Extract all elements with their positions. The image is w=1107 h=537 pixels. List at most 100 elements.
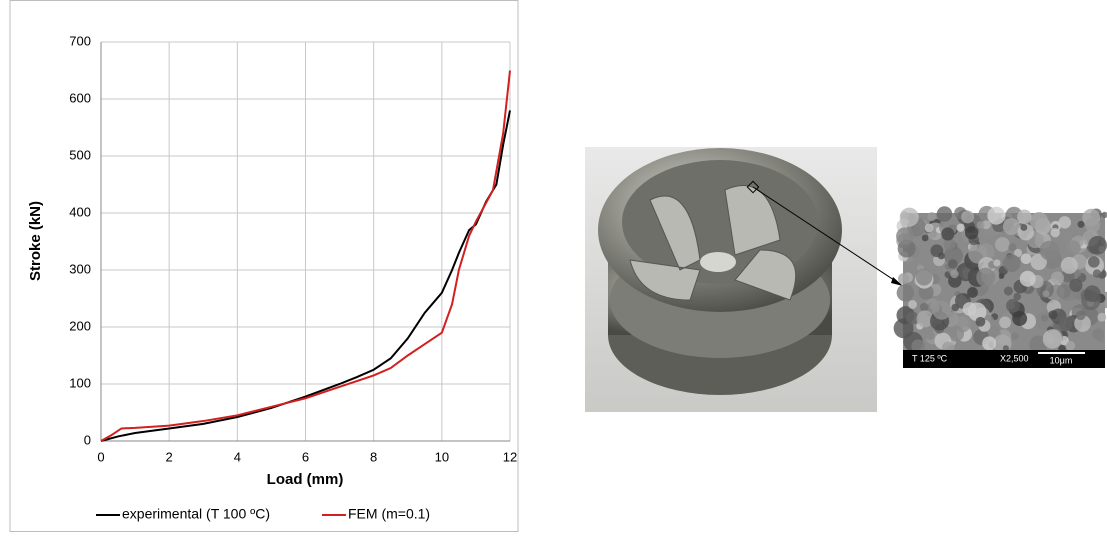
grain [1073, 269, 1082, 278]
grain [947, 259, 958, 269]
grain [1042, 329, 1063, 349]
grain [1030, 253, 1047, 271]
x-tick-label: 0 [97, 449, 104, 464]
grain [976, 220, 985, 229]
grain [1017, 209, 1032, 225]
grain [943, 246, 963, 266]
micrograph-mag: X2,500 [1000, 353, 1029, 363]
x-tick-label: 6 [302, 449, 309, 464]
marker [746, 180, 760, 194]
grain [948, 325, 965, 342]
grain [1101, 211, 1107, 219]
grain [1058, 316, 1073, 331]
grain [925, 330, 935, 341]
grain [1050, 271, 1065, 285]
grain [1092, 269, 1102, 278]
grain [1077, 220, 1085, 228]
grain [965, 226, 979, 240]
grain [982, 336, 997, 351]
y-tick-label: 300 [69, 261, 91, 276]
grain [1082, 342, 1089, 349]
grain [1005, 298, 1020, 313]
grain [1002, 218, 1020, 236]
grain [1003, 286, 1013, 296]
y-tick-label: 0 [84, 432, 91, 447]
grain [975, 316, 986, 327]
grain [948, 274, 962, 288]
grain [1029, 212, 1049, 231]
grain [921, 234, 929, 242]
grain [995, 237, 1010, 252]
grain [1039, 240, 1060, 261]
grain [1012, 311, 1028, 326]
grain [999, 316, 1011, 329]
grain [1047, 303, 1056, 312]
grain [924, 223, 934, 233]
micrograph-bar [903, 350, 1105, 368]
grain [905, 311, 919, 325]
grain [1088, 235, 1107, 255]
y-tick-label: 400 [69, 204, 91, 219]
grain [962, 302, 977, 316]
grain [976, 267, 996, 287]
legend-label: experimental (T 100 ºC) [122, 506, 270, 522]
grain [1060, 256, 1078, 274]
micrograph-temp: T 125 ºC [912, 353, 948, 363]
grain [1066, 240, 1081, 255]
y-tick-label: 100 [69, 375, 91, 390]
grain [899, 207, 919, 227]
grain [1002, 345, 1010, 352]
grain [956, 223, 965, 232]
grain [967, 287, 978, 298]
y-tick-label: 700 [69, 33, 91, 48]
plot: 0 100 200 300 400 500 600 700 0 2 4 6 8 10 12 experimen… [69, 33, 517, 521]
grain [1011, 332, 1019, 341]
grain [927, 212, 937, 222]
x-tick-label: 8 [370, 449, 377, 464]
grain [1020, 253, 1032, 265]
grain [943, 237, 956, 250]
grain [950, 269, 959, 279]
grain [1048, 310, 1058, 320]
arrow-head [891, 277, 903, 286]
grain [1013, 248, 1023, 258]
arrow-line [752, 186, 901, 285]
grain [1075, 310, 1086, 321]
grain [1097, 312, 1107, 322]
x-tick-label: 10 [435, 449, 449, 464]
grain [1019, 270, 1036, 287]
grain [1065, 340, 1076, 351]
grain [961, 210, 975, 224]
grain [919, 302, 929, 312]
grain [956, 262, 976, 282]
y-axis-label: Stroke (kN) [27, 201, 44, 281]
impeller-photo [585, 147, 877, 412]
grain [1020, 224, 1028, 231]
series-line [100, 70, 511, 442]
x-axis-label: Load (mm) [267, 471, 344, 488]
grain [987, 206, 1006, 225]
x-tick-label: 12 [503, 449, 517, 464]
grain [908, 300, 917, 309]
grain [1083, 285, 1101, 303]
micrograph [893, 205, 1107, 368]
grain [932, 300, 952, 320]
grain [896, 284, 915, 302]
micrograph-scale: 10μm [1050, 355, 1073, 365]
grain [1042, 290, 1050, 298]
grain [1097, 334, 1105, 343]
x-tick-label: 4 [234, 449, 241, 464]
grain [1013, 292, 1022, 301]
grain [911, 339, 926, 354]
grain [896, 227, 914, 245]
grain [936, 206, 953, 222]
grain [1040, 314, 1049, 322]
x-tick-label: 2 [166, 449, 173, 464]
grain [1008, 243, 1017, 252]
grain [1058, 216, 1072, 229]
grain [937, 252, 945, 260]
y-tick-label: 600 [69, 90, 91, 105]
grain [941, 227, 955, 241]
grain [916, 310, 934, 328]
